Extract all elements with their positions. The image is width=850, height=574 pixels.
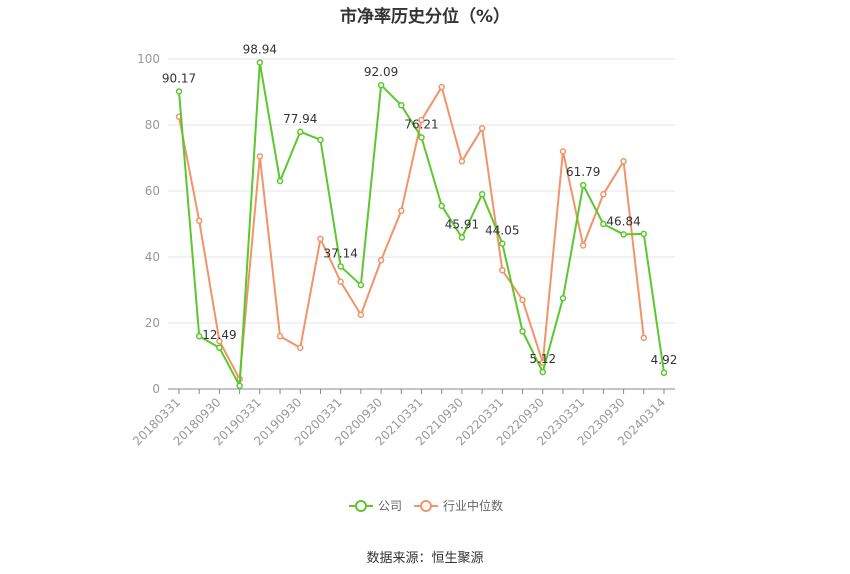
data-point — [600, 191, 607, 198]
data-point — [276, 177, 284, 185]
data-point — [377, 81, 385, 89]
data-point — [519, 296, 526, 304]
data-point — [256, 59, 264, 66]
data-point — [559, 295, 567, 302]
y-tick-label: 100 — [137, 52, 160, 66]
data-point — [499, 266, 506, 274]
y-tick-label: 80 — [145, 118, 160, 132]
data-label: 61.79 — [566, 165, 600, 179]
data-point — [398, 101, 405, 109]
legend-label: 公司 — [378, 499, 402, 513]
legend-marker — [355, 500, 367, 512]
data-point — [236, 382, 243, 389]
data-point — [377, 257, 385, 264]
grid-lines — [168, 58, 675, 324]
y-tick-label: 40 — [145, 250, 160, 264]
data-point — [357, 311, 365, 318]
data-point — [660, 369, 668, 377]
data-point — [216, 337, 223, 345]
data-label: 44.05 — [485, 224, 519, 238]
data-point — [559, 148, 567, 155]
data-point — [337, 278, 344, 285]
data-source-note: 数据来源：恒生聚源 — [366, 551, 484, 566]
data-point — [519, 328, 526, 335]
data-point — [398, 207, 405, 215]
data-label: 98.94 — [243, 42, 277, 56]
legend-item[interactable]: 行业中位数 — [414, 498, 503, 513]
data-label: 76.21 — [404, 118, 438, 132]
data-point — [640, 230, 648, 238]
data-point — [579, 181, 587, 189]
data-point — [418, 116, 425, 124]
data-label: 12.49 — [202, 328, 236, 342]
data-point — [195, 217, 203, 224]
y-tick-label: 0 — [152, 382, 160, 396]
data-point — [297, 128, 304, 136]
series-line — [178, 86, 645, 381]
data-point — [337, 263, 344, 270]
data-label: 46.84 — [606, 214, 640, 228]
data-point — [438, 83, 445, 91]
data-point — [499, 240, 506, 247]
data-point — [175, 88, 183, 95]
data-point — [195, 332, 203, 340]
series-lines — [175, 59, 668, 389]
data-label: 90.17 — [162, 71, 196, 85]
legend-label: 行业中位数 — [443, 498, 503, 513]
data-labels: 90.17 12.49 98.94 77.94 37.14 92.09 76.21 45.91… — [162, 42, 678, 366]
legend-marker — [420, 500, 432, 512]
legend[interactable]: 公司 行业中位数 — [349, 498, 503, 513]
data-point — [620, 158, 627, 165]
data-point — [640, 334, 648, 342]
data-point — [297, 344, 304, 351]
data-point — [317, 235, 324, 243]
y-tick-label: 60 — [145, 184, 160, 198]
data-point — [600, 220, 607, 228]
data-point — [539, 368, 546, 376]
data-label: 92.09 — [364, 65, 398, 79]
data-point — [256, 153, 264, 160]
data-label: 5.12 — [529, 352, 556, 366]
data-point — [478, 125, 486, 132]
data-label: 45.91 — [445, 217, 479, 231]
data-point — [418, 134, 425, 141]
data-point — [579, 242, 587, 249]
axes: 0204060801002018033120180930201903312019… — [130, 52, 675, 448]
data-point — [317, 136, 324, 144]
data-point — [478, 191, 486, 198]
data-label: 77.94 — [283, 112, 317, 126]
data-point — [438, 202, 445, 210]
data-label: 37.14 — [323, 246, 357, 260]
y-tick-label: 20 — [145, 316, 160, 330]
data-label: 4.92 — [651, 353, 678, 367]
data-point — [458, 158, 466, 165]
data-point — [458, 234, 466, 241]
data-point — [357, 281, 365, 289]
legend-item[interactable]: 公司 — [349, 499, 402, 513]
data-point — [276, 332, 284, 340]
chart-title: 市净率历史分位（%） — [339, 7, 511, 27]
data-point — [216, 344, 223, 352]
data-point — [620, 231, 627, 238]
